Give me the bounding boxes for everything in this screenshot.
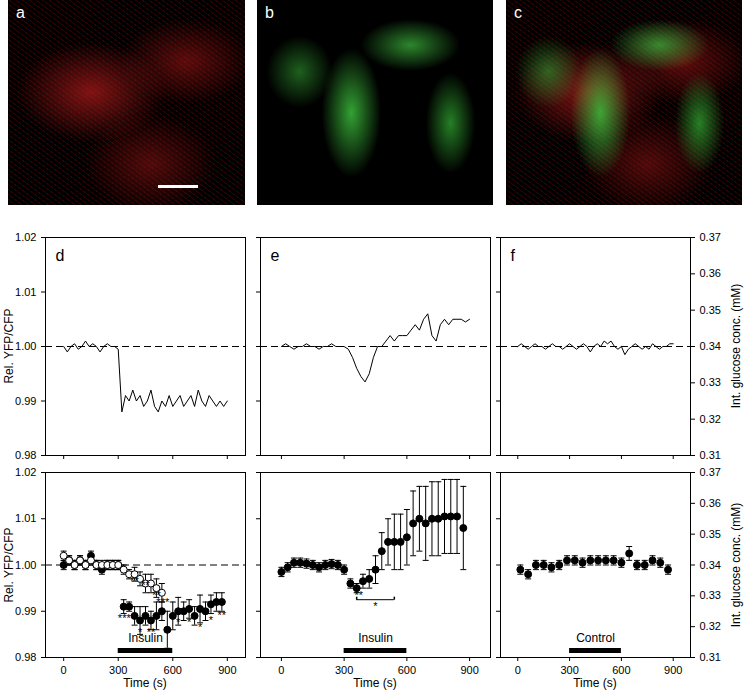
svg-text:0.98: 0.98 [15,651,36,663]
svg-text:0.31: 0.31 [700,651,721,663]
svg-text:e: e [271,247,280,264]
svg-text:0.37: 0.37 [700,231,721,243]
svg-text:f: f [511,247,516,264]
svg-text:*: * [209,614,214,626]
svg-text:300: 300 [109,664,127,676]
svg-text:**: ** [130,575,139,587]
svg-text:600: 600 [398,664,416,676]
svg-text:0: 0 [515,664,521,676]
svg-text:1.00: 1.00 [15,559,36,571]
svg-text:0.98: 0.98 [15,449,36,461]
svg-text:0.99: 0.99 [15,395,36,407]
svg-text:0.35: 0.35 [700,304,721,316]
svg-text:*: * [187,616,192,628]
svg-text:**: ** [141,579,150,591]
svg-text:Insulin: Insulin [128,631,163,645]
svg-text:*: * [373,600,378,612]
html-text:Int. glucose conc. (mM): Int. glucose conc. (mM) [729,502,743,627]
svg-text:600: 600 [612,664,630,676]
svg-text:0: 0 [278,664,284,676]
html-text:Time (s): Time (s) [353,676,397,690]
svg-text:0.99: 0.99 [15,605,36,617]
svg-text:0.36: 0.36 [700,267,721,279]
svg-text:Insulin: Insulin [358,631,393,645]
html-text:Time (s): Time (s) [123,676,167,690]
html-text:b: b [265,4,274,21]
svg-text:0.33: 0.33 [700,376,721,388]
html-text:Rel. YFP/CFP: Rel. YFP/CFP [2,308,16,384]
svg-text:1.00: 1.00 [15,340,36,352]
svg-text:*: * [198,621,203,633]
html-text:Time (s): Time (s) [573,676,617,690]
svg-text:***: *** [156,596,170,608]
html-text:Rel. YFP/CFP: Rel. YFP/CFP [2,526,16,603]
svg-text:**: ** [218,609,227,621]
svg-text:1.02: 1.02 [15,466,36,478]
svg-text:****: **** [118,612,136,624]
svg-text:300: 300 [560,664,578,676]
svg-text:0.36: 0.36 [700,497,721,509]
html-text:Int. glucose conc. (mM): Int. glucose conc. (mM) [729,283,743,409]
svg-text:0.34: 0.34 [700,340,721,352]
svg-text:900: 900 [218,664,236,676]
svg-text:0.37: 0.37 [700,466,721,478]
svg-text:0.31: 0.31 [700,449,721,461]
svg-text:**: ** [354,589,363,601]
svg-text:1.01: 1.01 [15,512,36,524]
svg-text:900: 900 [460,664,478,676]
html-text:a: a [16,4,25,21]
svg-text:300: 300 [335,664,353,676]
svg-text:1.01: 1.01 [15,286,36,298]
svg-text:0.34: 0.34 [700,559,721,571]
svg-text:900: 900 [664,664,682,676]
html-text:c: c [514,4,522,21]
svg-text:0.33: 0.33 [700,589,721,601]
svg-text:0.32: 0.32 [700,413,721,425]
svg-text:d: d [56,247,65,264]
svg-text:0.32: 0.32 [700,620,721,632]
svg-text:1.02: 1.02 [15,231,36,243]
svg-text:*: * [176,616,181,628]
svg-text:0.35: 0.35 [700,528,721,540]
svg-text:0: 0 [61,664,67,676]
svg-text:600: 600 [164,664,182,676]
svg-text:Control: Control [576,631,615,645]
